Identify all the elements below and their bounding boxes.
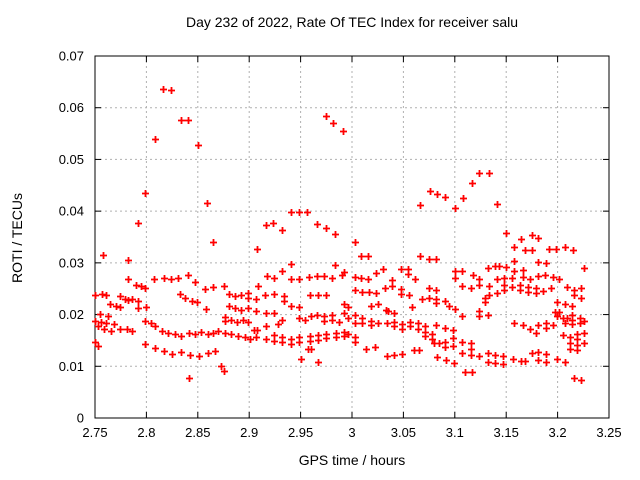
x-tick-label: 3.1 xyxy=(446,425,464,440)
y-tick-label: 0.07 xyxy=(59,49,84,64)
y-tick-label: 0.04 xyxy=(59,204,84,219)
x-tick-label: 2.9 xyxy=(240,425,258,440)
y-tick-label: 0.05 xyxy=(59,152,84,167)
y-tick-label: 0.01 xyxy=(59,359,84,374)
x-tick-label: 3.05 xyxy=(391,425,416,440)
x-tick-label: 3.2 xyxy=(549,425,567,440)
y-tick-label: 0.06 xyxy=(59,100,84,115)
y-tick-label: 0.03 xyxy=(59,255,84,270)
y-tick-label: 0.02 xyxy=(59,307,84,322)
x-tick-label: 2.75 xyxy=(82,425,107,440)
x-tick-label: 3.15 xyxy=(494,425,519,440)
x-tick-label: 2.85 xyxy=(185,425,210,440)
data-point-markers xyxy=(92,86,588,384)
y-tick-label: 0 xyxy=(77,411,84,426)
x-tick-label: 3 xyxy=(348,425,355,440)
x-tick-label: 2.95 xyxy=(288,425,313,440)
x-tick-label: 2.8 xyxy=(137,425,155,440)
x-tick-label: 3.25 xyxy=(596,425,621,440)
chart-title: Day 232 of 2022, Rate Of TEC Index for r… xyxy=(185,14,519,30)
x-axis-label: GPS time / hours xyxy=(298,452,406,468)
